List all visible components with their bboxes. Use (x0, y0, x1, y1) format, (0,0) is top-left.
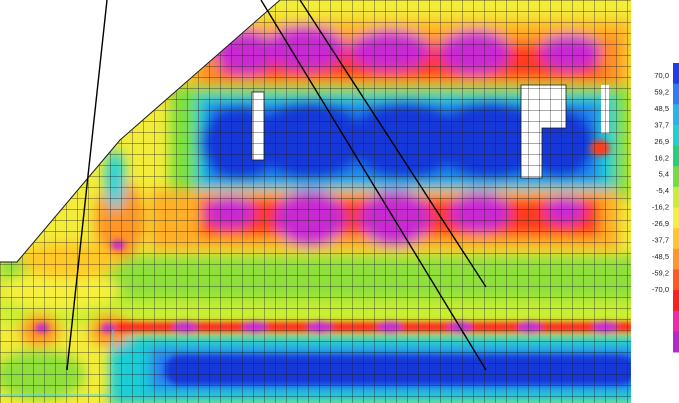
legend-color-bar (673, 63, 679, 353)
legend-swatch (673, 83, 679, 105)
legend-swatch (673, 310, 679, 332)
legend-label: 37,7 (654, 120, 669, 129)
section-lines (66, 0, 487, 371)
legend-swatch (673, 207, 679, 229)
legend-label: -59,2 (652, 268, 669, 277)
legend-swatch (673, 104, 679, 126)
legend-swatch (673, 290, 679, 312)
legend-labels: 70,0 59,2 48,5 37,7 26,9 16,2 5,4 -5,4 -16,2 -26,… (652, 71, 669, 294)
legend-label: 48,5 (654, 104, 669, 113)
legend-swatch (673, 145, 679, 167)
legend-label: -70,0 (652, 285, 669, 294)
legend-label: 16,2 (654, 153, 669, 162)
legend-swatch (673, 269, 679, 291)
legend-swatch (673, 186, 679, 208)
legend-label: -48,5 (652, 252, 669, 261)
legend-label: -16,2 (652, 203, 669, 212)
legend-swatch (673, 248, 679, 270)
legend-label: -5,4 (656, 186, 669, 195)
legend-label: -37,7 (652, 236, 669, 245)
legend-label: -26,9 (652, 219, 669, 228)
legend-swatch (673, 228, 679, 250)
legend-label: 26,9 (654, 137, 669, 146)
legend-swatch (673, 166, 679, 188)
legend-label: 70,0 (654, 71, 669, 80)
section-line-b (260, 0, 487, 371)
shell-outline (0, 0, 281, 263)
legend-label: 59,2 (654, 87, 669, 96)
section-line-a (66, 0, 108, 371)
legend-swatch (673, 124, 679, 147)
legend-label: 5,4 (659, 170, 669, 179)
legend-swatch (673, 63, 679, 85)
legend-swatch (673, 331, 679, 353)
cut-line-left (0, 330, 114, 396)
section-line-c (299, 0, 487, 288)
color-legend: 70,0 59,2 48,5 37,7 26,9 16,2 5,4 -5,4 -16,2 -26,… (652, 63, 679, 353)
